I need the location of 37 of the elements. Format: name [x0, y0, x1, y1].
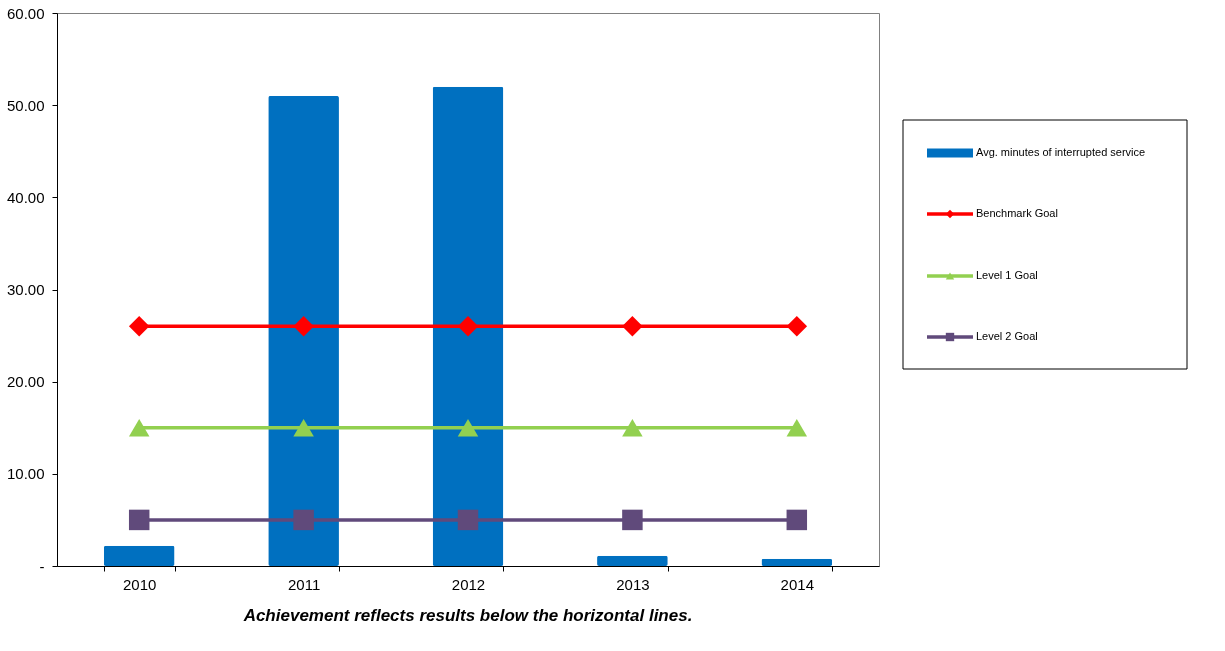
point: [128, 509, 150, 531]
x-tick-label: 2010: [123, 575, 157, 593]
point: [293, 418, 314, 437]
point: [457, 509, 479, 531]
x-tick-label: 2011: [287, 575, 321, 593]
y-tick-label: -: [39, 557, 45, 575]
point: [786, 418, 808, 437]
point: [293, 509, 314, 531]
y-tick-label: 60.00: [6, 4, 45, 22]
x-tick-label: 2013: [616, 575, 650, 593]
x-tick-label: 2012: [451, 575, 486, 593]
point: [786, 316, 808, 337]
point: [457, 418, 479, 437]
point: [128, 418, 150, 437]
point: [622, 418, 643, 437]
x-tick-label: 2014: [780, 575, 814, 593]
point: [622, 316, 643, 337]
point: [786, 509, 808, 531]
y-tick-label: 40.00: [6, 188, 45, 206]
legend-label: Level 2 Goal: [976, 330, 1038, 342]
point: [128, 316, 150, 337]
point: [293, 316, 314, 337]
point: [457, 316, 479, 337]
bar: [268, 95, 339, 566]
point: [622, 509, 643, 531]
legend-label: Avg. minutes of interrupted service: [976, 146, 1146, 158]
legend-label: Level 1 Goal: [976, 269, 1038, 281]
bar: [432, 86, 504, 566]
text: Achievement reflects results below the horizontal lines.: [242, 606, 693, 625]
y-tick-label: 20.00: [6, 373, 45, 391]
bar: [103, 545, 175, 566]
bar: [761, 558, 833, 566]
legend-label: Benchmark Goal: [976, 207, 1058, 219]
y-tick-label: 30.00: [6, 281, 45, 298]
y-tick-label: 50.00: [6, 96, 45, 114]
bar: [597, 555, 668, 566]
y-tick-label: 10.00: [6, 465, 45, 483]
